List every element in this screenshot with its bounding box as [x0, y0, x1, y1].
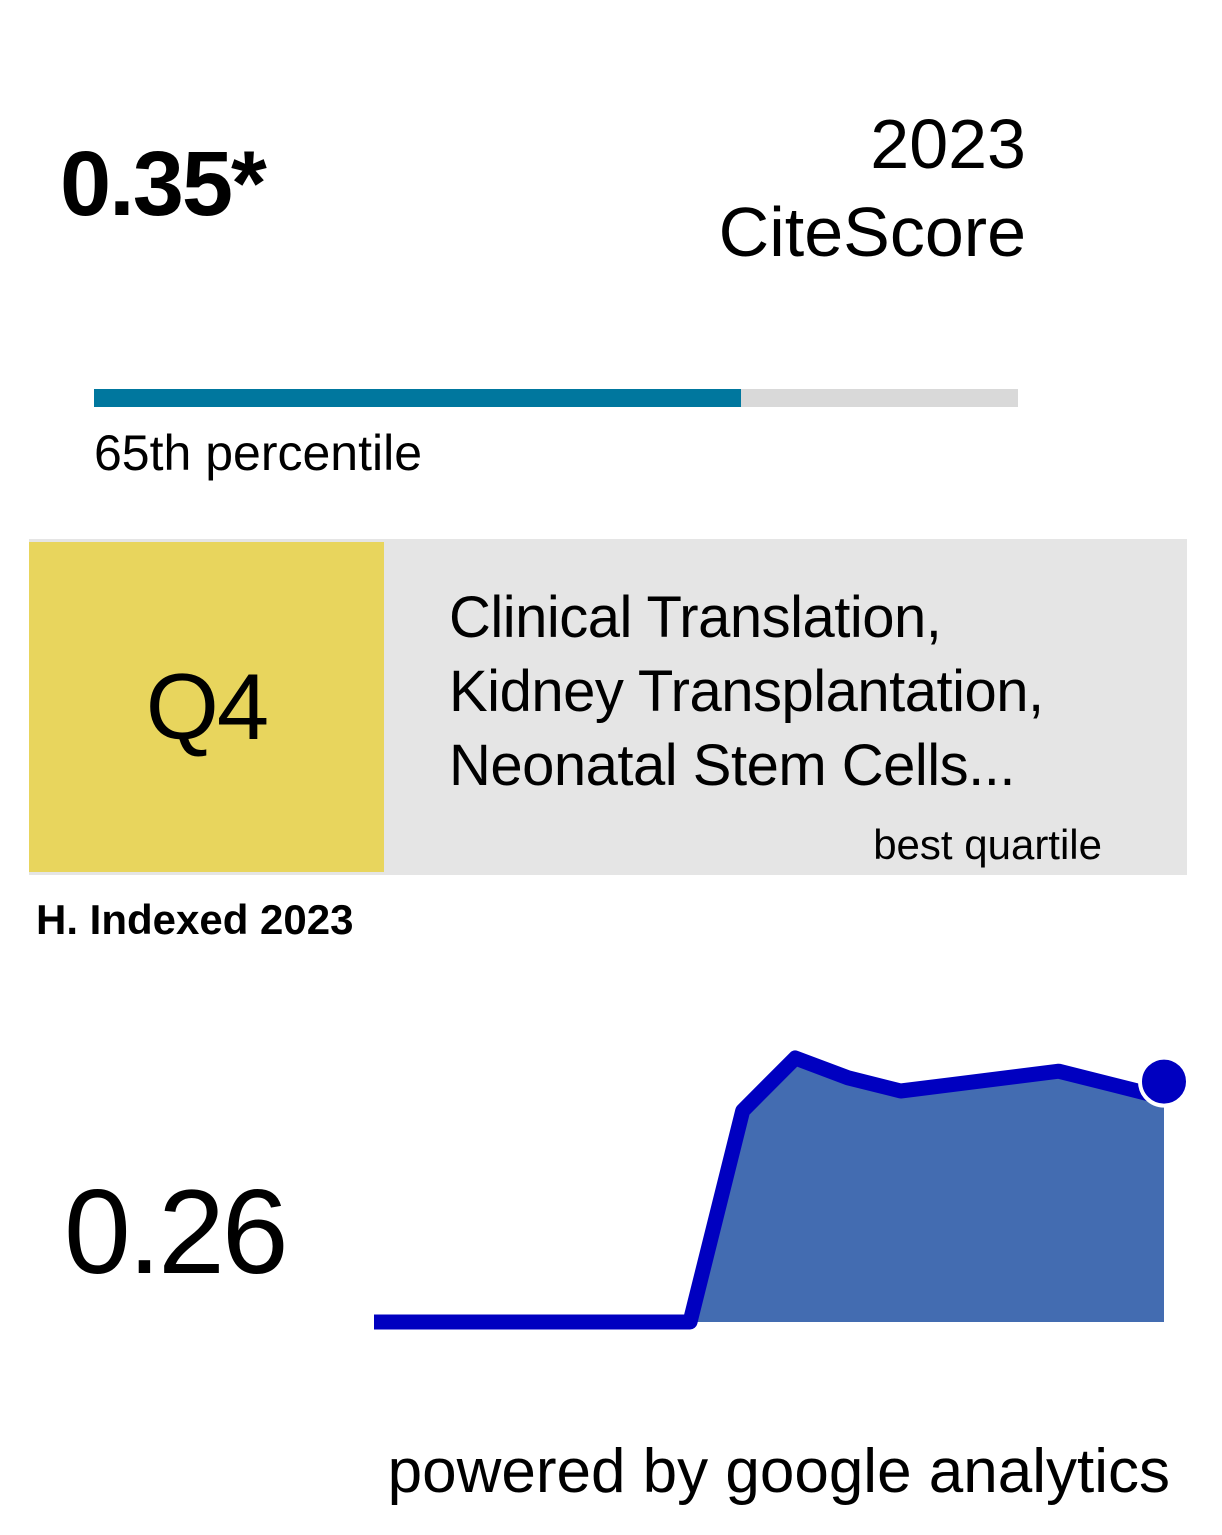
h-index-title: H. Indexed 2023 [36, 896, 354, 943]
percentile-bar [94, 389, 1018, 407]
trend-area [374, 1058, 1164, 1322]
citescore-value: 0.35* [60, 133, 267, 235]
quartile-badge: Q4 [29, 542, 384, 872]
powered-by-text: powered by google analytics [387, 1437, 1170, 1506]
quartile-caption: best quartile [873, 821, 1102, 868]
percentile-bar-fill [94, 389, 741, 407]
citescore-title: CiteScore [718, 193, 1026, 271]
trend-line [374, 1050, 1166, 1330]
category-list: Clinical Translation, Kidney Transplanta… [449, 581, 1044, 803]
citescore-year: 2023 [870, 105, 1026, 183]
category-item: Clinical Translation, [449, 585, 942, 650]
category-item: Kidney Transplantation, [449, 659, 1044, 724]
percentile-label: 65th percentile [94, 425, 423, 481]
category-item: Neonatal Stem Cells... [449, 733, 1016, 798]
quartile-panel: Q4 Clinical Translation, Kidney Transpla… [29, 539, 1187, 875]
trend-end-marker [1138, 1055, 1190, 1108]
h-index-value: 0.26 [64, 1165, 289, 1299]
citescore-label: 2023 CiteScore [719, 100, 1026, 276]
